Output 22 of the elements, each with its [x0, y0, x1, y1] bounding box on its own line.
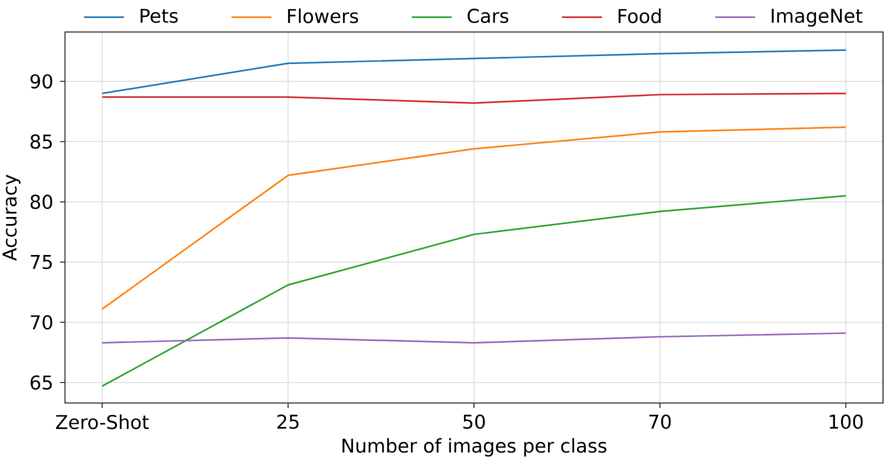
legend-label: Flowers — [288, 8, 358, 24]
y-axis-title: Accuracy — [2, 174, 20, 261]
y-tick-label: 90 — [30, 74, 52, 89]
legend-label: Pets — [140, 8, 178, 23]
y-tick-label: 80 — [30, 194, 52, 210]
x-axis-title: Number of images per class — [342, 438, 606, 456]
legend-label: Food — [618, 8, 661, 24]
y-tick-label: 70 — [30, 315, 52, 330]
line-series — [101, 195, 847, 387]
x-tick-label: 100 — [830, 414, 863, 429]
x-tick-label: 25 — [277, 414, 299, 429]
legend-label: ImageNet — [772, 8, 862, 27]
legend-label: Cars — [468, 8, 508, 24]
y-tick-label: 85 — [30, 134, 52, 149]
x-tick-label: Zero-Shot — [56, 414, 149, 430]
line-series — [101, 332, 847, 344]
line-series — [101, 126, 847, 310]
line-series — [101, 92, 847, 104]
x-tick-label: 70 — [649, 414, 671, 429]
y-tick-label: 65 — [30, 375, 52, 390]
y-tick-label: 75 — [30, 255, 52, 270]
x-tick-label: 50 — [463, 414, 485, 429]
